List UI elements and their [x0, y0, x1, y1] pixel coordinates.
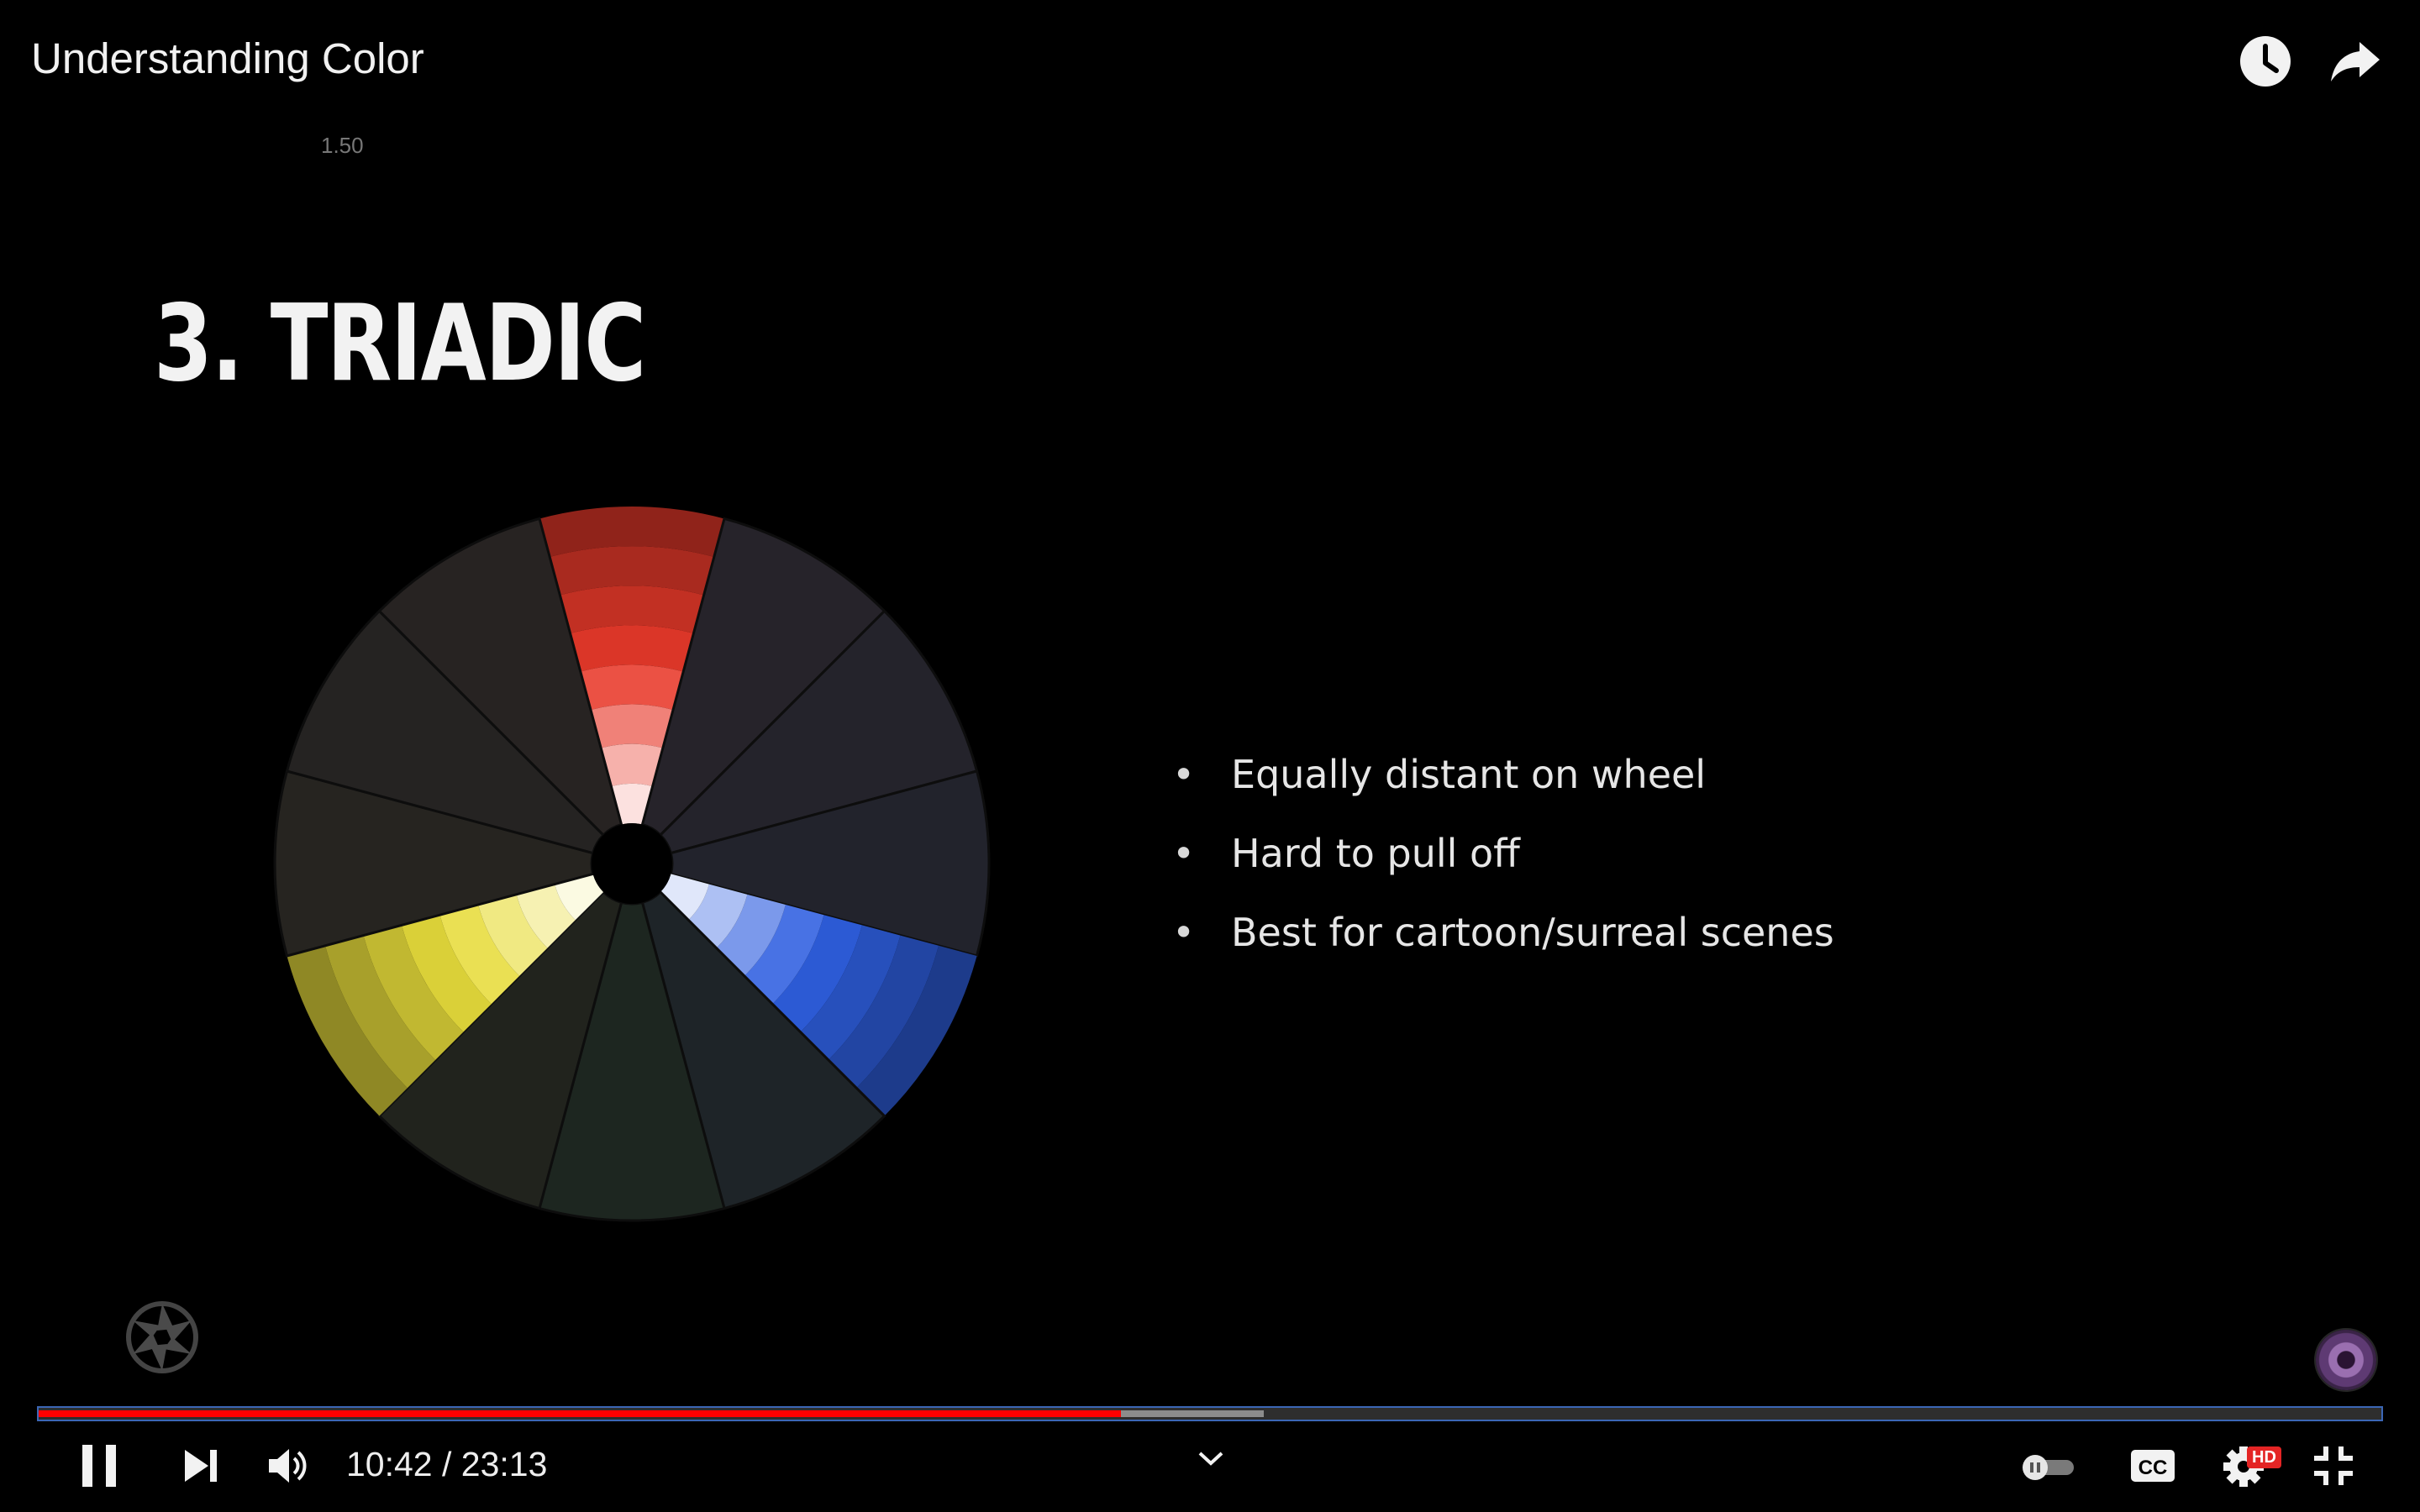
- next-icon: [185, 1450, 217, 1482]
- color-wheel: [269, 496, 992, 1235]
- wheel-segment-blue-ring: [744, 905, 824, 1005]
- color-wheel-graphic: [273, 507, 991, 1222]
- bullet-item: Equally distant on wheel: [1172, 752, 1834, 831]
- autoplay-toggle-icon: [2023, 1455, 2074, 1480]
- hd-badge: HD: [2247, 1446, 2281, 1468]
- captions-button[interactable]: CC: [2129, 1448, 2176, 1483]
- svg-text:CC: CC: [2139, 1457, 2168, 1479]
- wheel-segment-blue-ring: [688, 884, 748, 948]
- wheel-segment-yellow-ring: [325, 935, 436, 1089]
- current-time: 10:42: [346, 1445, 433, 1483]
- volume-icon: [269, 1449, 307, 1483]
- wheel-segment-red-ring: [560, 585, 704, 634]
- mute-button[interactable]: [267, 1446, 311, 1485]
- pause-icon: [82, 1445, 116, 1487]
- wheel-segment-red-ring: [601, 743, 663, 787]
- cc-icon: CC: [2131, 1450, 2175, 1482]
- exit-fullscreen-icon: [2314, 1446, 2353, 1485]
- share-arrow-icon: [2331, 42, 2380, 81]
- wheel-segment-red-ring: [611, 783, 653, 825]
- bullet-item: Best for cartoon/surreal scenes: [1172, 910, 1834, 989]
- wheel-segment-yellow-ring: [363, 925, 464, 1060]
- chapters-toggle[interactable]: [1197, 1450, 1225, 1468]
- autoplay-toggle[interactable]: [2020, 1453, 2077, 1480]
- progress-played: [39, 1410, 1122, 1417]
- next-video-button[interactable]: [183, 1448, 220, 1483]
- wheel-segment-yellow-ring: [439, 905, 520, 1005]
- wheel-segment-blue-ring: [828, 935, 939, 1089]
- chevron-down-icon: [1198, 1452, 1223, 1466]
- aperture-logo-icon: [126, 1301, 198, 1373]
- wheel-segment-yellow-ring: [402, 915, 492, 1032]
- wheel-segment-blue-ring: [660, 874, 709, 921]
- wheel-segment-yellow-ring: [287, 945, 408, 1116]
- playback-speed-readout: 1.50: [321, 133, 364, 158]
- duration: 23:13: [460, 1445, 548, 1483]
- wheel-segment-blue-ring: [800, 925, 901, 1060]
- wheel-segment-red-ring: [580, 664, 684, 711]
- bullet-item: Hard to pull off: [1172, 831, 1834, 910]
- wheel-segment-blue-ring: [856, 945, 977, 1116]
- video-title[interactable]: Understanding Color: [31, 34, 424, 82]
- watch-later-button[interactable]: [2238, 34, 2293, 89]
- wheel-segment-blue-ring: [772, 915, 862, 1032]
- time-display: 10:42 / 23:13: [346, 1445, 547, 1484]
- pause-button[interactable]: [79, 1443, 121, 1488]
- slide-bullet-list: Equally distant on wheel Hard to pull of…: [1172, 752, 1834, 989]
- exit-fullscreen-button[interactable]: [2312, 1445, 2354, 1487]
- wheel-hub: [592, 823, 672, 904]
- slide-title: 3. TRIADIC: [154, 281, 646, 405]
- wheel-segment-yellow-ring: [516, 884, 576, 948]
- wheel-segment-red-ring: [590, 704, 674, 748]
- share-button[interactable]: [2328, 34, 2383, 89]
- wheel-segment-yellow-ring: [478, 894, 548, 976]
- clock-icon: [2240, 36, 2291, 87]
- channel-avatar[interactable]: [2316, 1330, 2376, 1390]
- wheel-segment-yellow-ring: [555, 874, 604, 921]
- slide-logo: [113, 1300, 211, 1374]
- wheel-segment-blue-ring: [716, 894, 786, 976]
- time-separator: /: [432, 1445, 461, 1483]
- progress-bar[interactable]: [37, 1406, 2383, 1421]
- wheel-segment-red-ring: [570, 625, 694, 672]
- wheel-segment-red-ring: [550, 546, 714, 596]
- wheel-segment-red-ring: [539, 507, 724, 558]
